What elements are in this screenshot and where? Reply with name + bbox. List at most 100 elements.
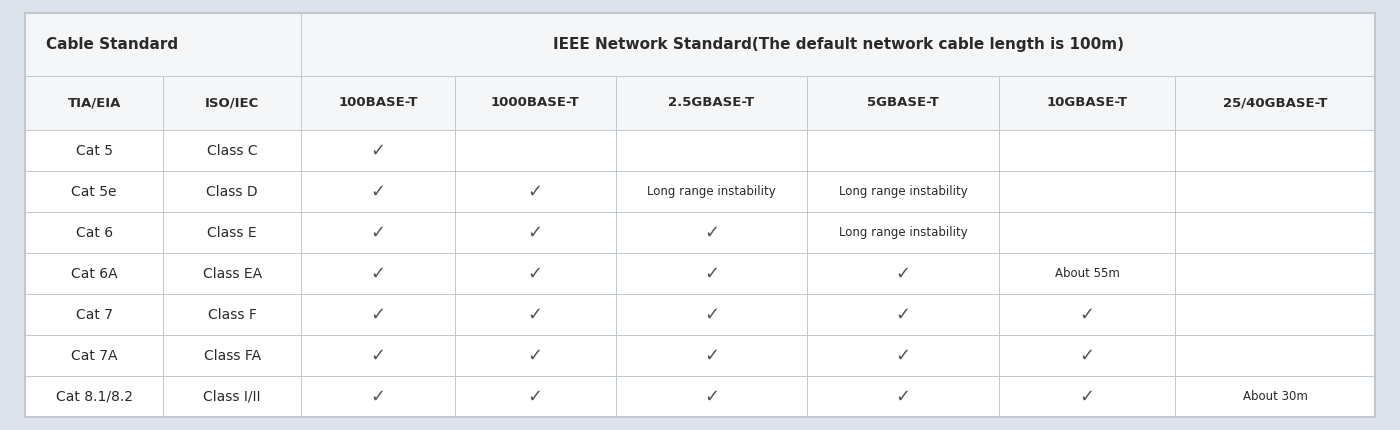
Bar [1176,130,1375,171]
Text: ✓: ✓ [704,387,720,405]
Bar [164,253,301,294]
Text: 5GBASE-T: 5GBASE-T [867,96,939,109]
Text: ✓: ✓ [371,183,385,201]
Bar [616,76,808,130]
Bar [25,76,164,130]
Bar [455,253,616,294]
Text: ✓: ✓ [528,347,543,365]
Text: ✓: ✓ [371,306,385,324]
Bar [808,253,1000,294]
Text: ✓: ✓ [1079,387,1095,405]
Bar [301,376,455,417]
Bar [455,212,616,253]
Bar [616,376,808,417]
Text: Class EA: Class EA [203,267,262,281]
Text: ✓: ✓ [528,306,543,324]
Text: ✓: ✓ [896,264,911,283]
Bar [301,335,455,376]
Bar [1176,294,1375,335]
Bar [164,335,301,376]
Bar [1000,376,1176,417]
Bar [808,376,1000,417]
Bar [455,294,616,335]
Bar [455,130,616,171]
Bar [808,294,1000,335]
Text: Class E: Class E [207,226,258,240]
Text: ISO/IEC: ISO/IEC [206,96,259,109]
Bar [1000,76,1176,130]
Bar [616,171,808,212]
Text: About 55m: About 55m [1054,267,1120,280]
Bar [616,253,808,294]
Text: ✓: ✓ [896,387,911,405]
Bar [455,335,616,376]
Bar [1176,335,1375,376]
Text: Cable Standard: Cable Standard [46,37,178,52]
Bar [808,130,1000,171]
Text: ✓: ✓ [704,264,720,283]
Text: 10GBASE-T: 10GBASE-T [1047,96,1128,109]
Bar [1000,212,1176,253]
Text: Class FA: Class FA [203,349,260,362]
Text: ✓: ✓ [1079,306,1095,324]
Text: ✓: ✓ [896,347,911,365]
Bar [164,212,301,253]
Bar [808,212,1000,253]
Text: Cat 7A: Cat 7A [71,349,118,362]
Bar [164,130,301,171]
Text: ✓: ✓ [371,224,385,242]
Text: ✓: ✓ [371,387,385,405]
Bar [1176,376,1375,417]
Bar [808,171,1000,212]
Bar [301,76,455,130]
Text: Long range instability: Long range instability [839,185,967,198]
Bar [25,253,164,294]
Bar [1176,253,1375,294]
Text: Class I/II: Class I/II [203,390,260,404]
Text: Cat 5: Cat 5 [76,144,113,158]
Text: ✓: ✓ [704,306,720,324]
Bar [25,130,164,171]
Text: ✓: ✓ [371,141,385,160]
Text: Long range instability: Long range instability [839,226,967,239]
Bar [616,212,808,253]
Text: ✓: ✓ [1079,347,1095,365]
Bar [301,294,455,335]
Bar [1000,130,1176,171]
Bar [1176,212,1375,253]
Bar [1176,76,1375,130]
Text: Cat 8.1/8.2: Cat 8.1/8.2 [56,390,133,404]
Bar [455,376,616,417]
Text: 100BASE-T: 100BASE-T [339,96,417,109]
Bar [1000,335,1176,376]
Text: ✓: ✓ [371,347,385,365]
Bar [301,171,455,212]
Bar [25,13,1375,76]
Text: TIA/EIA: TIA/EIA [67,96,120,109]
Bar [164,376,301,417]
Text: IEEE Network Standard(The default network cable length is 100m): IEEE Network Standard(The default networ… [553,37,1124,52]
Bar [455,76,616,130]
Bar [25,376,164,417]
Bar [1000,294,1176,335]
Text: Long range instability: Long range instability [647,185,776,198]
Bar [808,335,1000,376]
Text: Cat 7: Cat 7 [76,307,113,322]
Bar [1000,171,1176,212]
Text: ✓: ✓ [528,264,543,283]
Text: Cat 6: Cat 6 [76,226,113,240]
Text: ✓: ✓ [528,224,543,242]
Bar [164,171,301,212]
Text: ✓: ✓ [528,387,543,405]
Bar [808,76,1000,130]
Text: About 30m: About 30m [1243,390,1308,403]
Bar [455,171,616,212]
Bar [301,212,455,253]
Bar [25,294,164,335]
Text: 2.5GBASE-T: 2.5GBASE-T [668,96,755,109]
Bar [25,212,164,253]
Bar [616,335,808,376]
Text: ✓: ✓ [896,306,911,324]
Bar [301,253,455,294]
Text: Cat 6A: Cat 6A [71,267,118,281]
